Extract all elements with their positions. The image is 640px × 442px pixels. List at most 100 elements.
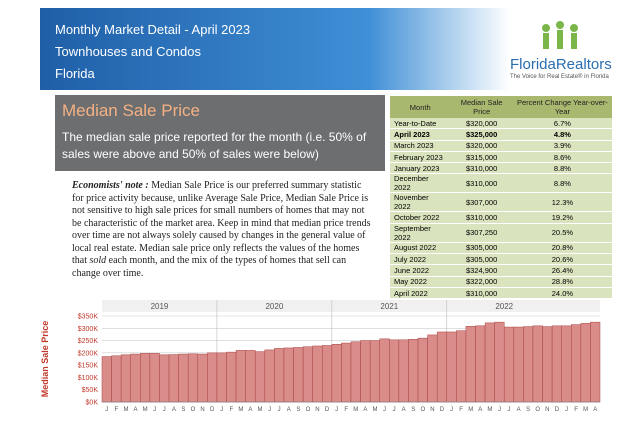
table-cell: $310,000: [450, 162, 513, 175]
x-tick-label: J: [393, 407, 396, 413]
x-tick-label: F: [459, 407, 463, 413]
table-cell: 19.2%: [512, 211, 612, 224]
table-row: October 2022 $310,000 19.2%: [390, 211, 612, 224]
x-tick-label: A: [134, 407, 138, 413]
x-tick-label: F: [344, 407, 348, 413]
bar: [551, 325, 562, 403]
x-tick-label: J: [383, 407, 386, 413]
table-cell: $310,000: [450, 287, 513, 300]
x-tick-label: J: [153, 407, 156, 413]
x-tick-label: N: [200, 407, 204, 413]
x-tick-label: J: [565, 407, 568, 413]
year-strip: [102, 300, 600, 312]
bar: [341, 342, 352, 403]
table-cell: 26.4%: [512, 264, 612, 277]
table-row: September 2022 $307,250 20.5%: [390, 223, 612, 243]
x-tick-label: A: [248, 407, 252, 413]
table-row: December 2022 $310,000 8.8%: [390, 173, 612, 194]
table-cell: 4.8%: [512, 128, 612, 141]
table-cell: $310,000: [450, 173, 513, 194]
x-tick-label: A: [402, 407, 406, 413]
bar: [571, 324, 582, 403]
note-text: Median Sale Price is our preferred summa…: [72, 180, 371, 266]
table-cell: August 2022: [390, 242, 451, 255]
table-row: Year-to-Date $320,000 6.7%: [390, 118, 612, 130]
x-tick-label: J: [268, 407, 271, 413]
year-label: 2021: [380, 302, 398, 311]
x-tick-label: O: [420, 407, 425, 413]
x-tick-label: S: [411, 407, 415, 413]
table-cell: $307,000: [450, 192, 513, 213]
column-header: Percent Change Year-over-Year: [512, 96, 612, 118]
table-cell: 28.8%: [512, 276, 612, 288]
x-tick-label: F: [115, 407, 119, 413]
bar: [274, 348, 285, 403]
header-band: [40, 8, 510, 90]
bar: [427, 334, 438, 403]
x-tick-label: M: [583, 407, 588, 413]
x-tick-label: A: [172, 407, 176, 413]
bar: [140, 353, 151, 403]
bar: [475, 325, 486, 403]
x-tick-label: F: [574, 407, 578, 413]
table-cell: 20.6%: [512, 253, 612, 266]
table-row: April 2023 $325,000 4.8%: [390, 128, 612, 141]
bar: [389, 339, 400, 403]
table-cell: June 2022: [390, 264, 451, 277]
table-cell: 8.6%: [512, 151, 612, 164]
bar: [436, 331, 448, 403]
table-row: April 2022 $310,000 24.0%: [390, 287, 612, 300]
table-row: June 2022 $324,900 26.4%: [390, 264, 612, 277]
x-tick-label: S: [296, 407, 300, 413]
bar: [187, 353, 199, 403]
year-label: 2020: [265, 302, 283, 311]
note-emphasis: sold: [89, 255, 107, 266]
table-cell: November 2022: [390, 192, 451, 213]
bar: [111, 355, 122, 403]
x-tick-label: F: [229, 407, 233, 413]
table-cell: $305,000: [450, 253, 513, 266]
x-tick-label: S: [181, 407, 185, 413]
table-row: July 2022 $305,000 20.6%: [390, 253, 612, 266]
table-cell: December 2022: [390, 173, 451, 194]
x-tick-label: D: [325, 407, 330, 413]
table-cell: September 2022: [390, 223, 451, 243]
bar: [408, 339, 419, 403]
x-tick-label: A: [517, 407, 521, 413]
bar: [446, 331, 457, 403]
x-tick-label: J: [220, 407, 223, 413]
note: Economists' note : Median Sale Price is …: [72, 180, 372, 280]
x-tick-label: D: [555, 407, 560, 413]
x-tick-label: D: [210, 407, 215, 413]
section-title: Median Sale Price: [62, 101, 200, 120]
bar: [322, 345, 333, 403]
bar: [149, 353, 160, 403]
bar: [494, 321, 505, 403]
note-text: each month, and the mix of the types of …: [72, 255, 347, 279]
x-tick-label: J: [508, 407, 511, 413]
bar: [350, 341, 361, 403]
bar: [245, 350, 256, 403]
x-tick-label: J: [335, 407, 338, 413]
table-row: November 2022 $307,000 12.3%: [390, 192, 612, 213]
x-tick-label: M: [487, 407, 492, 413]
table-cell: $320,000: [450, 118, 513, 130]
table-cell: 24.0%: [512, 287, 612, 300]
table-cell: May 2022: [390, 276, 451, 288]
bar: [197, 353, 208, 403]
bar: [178, 353, 189, 403]
header-subtitle: Townhouses and Condos: [55, 44, 201, 59]
table-cell: February 2023: [390, 151, 451, 164]
x-tick-label: O: [535, 407, 540, 413]
x-tick-label: M: [238, 407, 243, 413]
bar: [235, 350, 246, 403]
note-label: Economists' note :: [72, 180, 149, 191]
table-cell: $310,000: [450, 211, 513, 224]
logo-tagline: The Voice for Real Estate® in Florida: [510, 74, 609, 80]
bar: [159, 354, 170, 403]
table-cell: 6.7%: [512, 118, 612, 130]
y-tick-label: $150K: [78, 363, 99, 370]
table: Month Median Sale Price Percent Change Yea…: [390, 96, 612, 300]
bar: [590, 321, 601, 403]
bar: [369, 340, 380, 403]
